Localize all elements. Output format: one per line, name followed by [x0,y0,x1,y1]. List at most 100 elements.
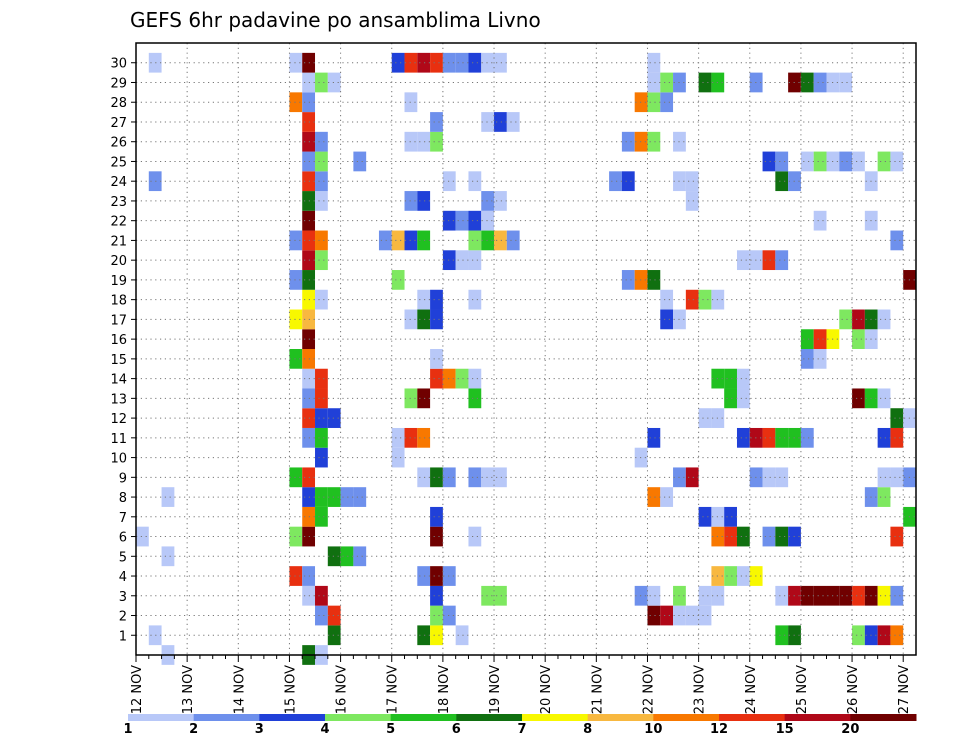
colorbar-swatch [193,714,260,721]
x-tick-label: 22 NOV [641,665,656,714]
heatmap-cell [417,566,431,586]
heatmap-cell [481,191,495,211]
heatmap-cell [353,487,367,507]
heatmap-cell [852,329,865,349]
heatmap-cell [698,289,712,310]
heatmap-cell [647,270,661,290]
heatmap-cell [698,72,712,93]
heatmap-cell [391,447,405,468]
colorbar-label: 3 [255,722,264,737]
colorbar-swatch [784,714,851,721]
heatmap-cell [736,526,750,547]
heatmap-cell [417,309,431,330]
colorbar-swatch [587,714,654,721]
heatmap-cell [839,585,853,606]
heatmap-cell [890,230,904,251]
heatmap-cell [762,427,776,448]
heatmap-cell [890,427,904,448]
heatmap-cell [327,546,341,567]
heatmap-cell [813,349,827,369]
x-tick-label: 25 NOV [795,665,810,714]
heatmap-cell [315,289,328,310]
y-tick-label: 11 [110,432,127,447]
heatmap-cell [724,388,737,409]
heatmap-cell [494,191,507,211]
x-axis: 12 NOV 13 NOV 14 NOV 15 NOV 16 NOV 17 NOV 18 N… [130,655,912,714]
y-tick-label: 26 [110,136,127,151]
heatmap-cell [455,625,469,646]
heatmap-cell [468,388,482,409]
heatmap-cell [775,427,789,448]
x-tick-label: 14 NOV [232,665,247,714]
x-tick-label: 12 NOV [130,665,145,714]
heatmap-cell [302,112,316,132]
heatmap-cell [724,506,737,527]
y-tick-label: 4 [119,570,127,585]
heatmap-cell [736,427,750,448]
heatmap-cell [302,131,316,152]
heatmap-cell [378,230,392,251]
heatmap-cell [327,625,341,646]
heatmap-cell [890,625,904,646]
heatmap-cell [775,625,789,646]
y-tick-label: 14 [110,373,127,388]
heatmap-cell [494,585,507,606]
heatmap-cell [442,171,456,192]
heatmap-cell [800,72,814,93]
heatmap-cell [877,151,891,172]
heatmap-cell [289,566,303,586]
heatmap-cell [391,427,405,448]
chart-title: GEFS 6hr padavine po ansamblima Livno [130,8,541,32]
heatmap-cell [890,408,904,428]
y-tick-label: 22 [110,215,127,230]
y-tick-label: 24 [110,175,127,190]
heatmap-cell [481,52,495,73]
heatmap-cell [404,191,418,211]
heatmap-cell [468,52,482,73]
heatmap-cell [404,309,418,330]
heatmap-cell [302,368,316,389]
heatmap-cell [468,289,482,310]
y-tick-label: 5 [119,550,127,565]
heatmap-cell [315,250,328,271]
heatmap-cell [506,112,520,132]
y-tick-label: 13 [110,392,127,407]
heatmap-cell [161,546,175,567]
heatmap-cell [289,270,303,290]
heatmap-cell [468,250,482,271]
y-tick-label: 1 [119,629,127,644]
heatmap-cell [647,131,661,152]
heatmap-cell [404,230,418,251]
heatmap-cell [762,526,776,547]
heatmap-cell [813,210,827,231]
heatmap-cell [877,427,891,448]
heatmap-cell [685,467,699,488]
heatmap-cell [315,427,328,448]
heatmap-cell [647,427,661,448]
x-tick-label: 27 NOV [897,665,912,714]
heatmap-cell [327,487,341,507]
heatmap-cell [647,92,661,113]
heatmap-cell [136,526,149,547]
y-tick-label: 9 [119,471,127,486]
heatmap-cell [685,605,699,626]
plot-frame [135,42,917,656]
heatmap-cell [404,427,418,448]
heatmap-cell [481,210,495,231]
heatmap-cell [430,349,443,369]
y-tick-label: 29 [110,76,127,91]
colorbar-label: 20 [841,722,859,737]
heatmap-cell [417,427,431,448]
heatmap-cell [302,526,316,547]
heatmap-cell [289,230,303,251]
heatmap-cell [442,210,456,231]
y-tick-label: 16 [110,333,127,348]
heatmap-cell [494,112,507,132]
heatmap-cell [340,546,354,567]
heatmap-cell [417,191,431,211]
heatmap-cell [890,526,904,547]
colorbar-swatch [850,714,917,721]
heatmap-cell [698,506,712,527]
heatmap-cell [417,230,431,251]
heatmap-cell [877,487,891,507]
